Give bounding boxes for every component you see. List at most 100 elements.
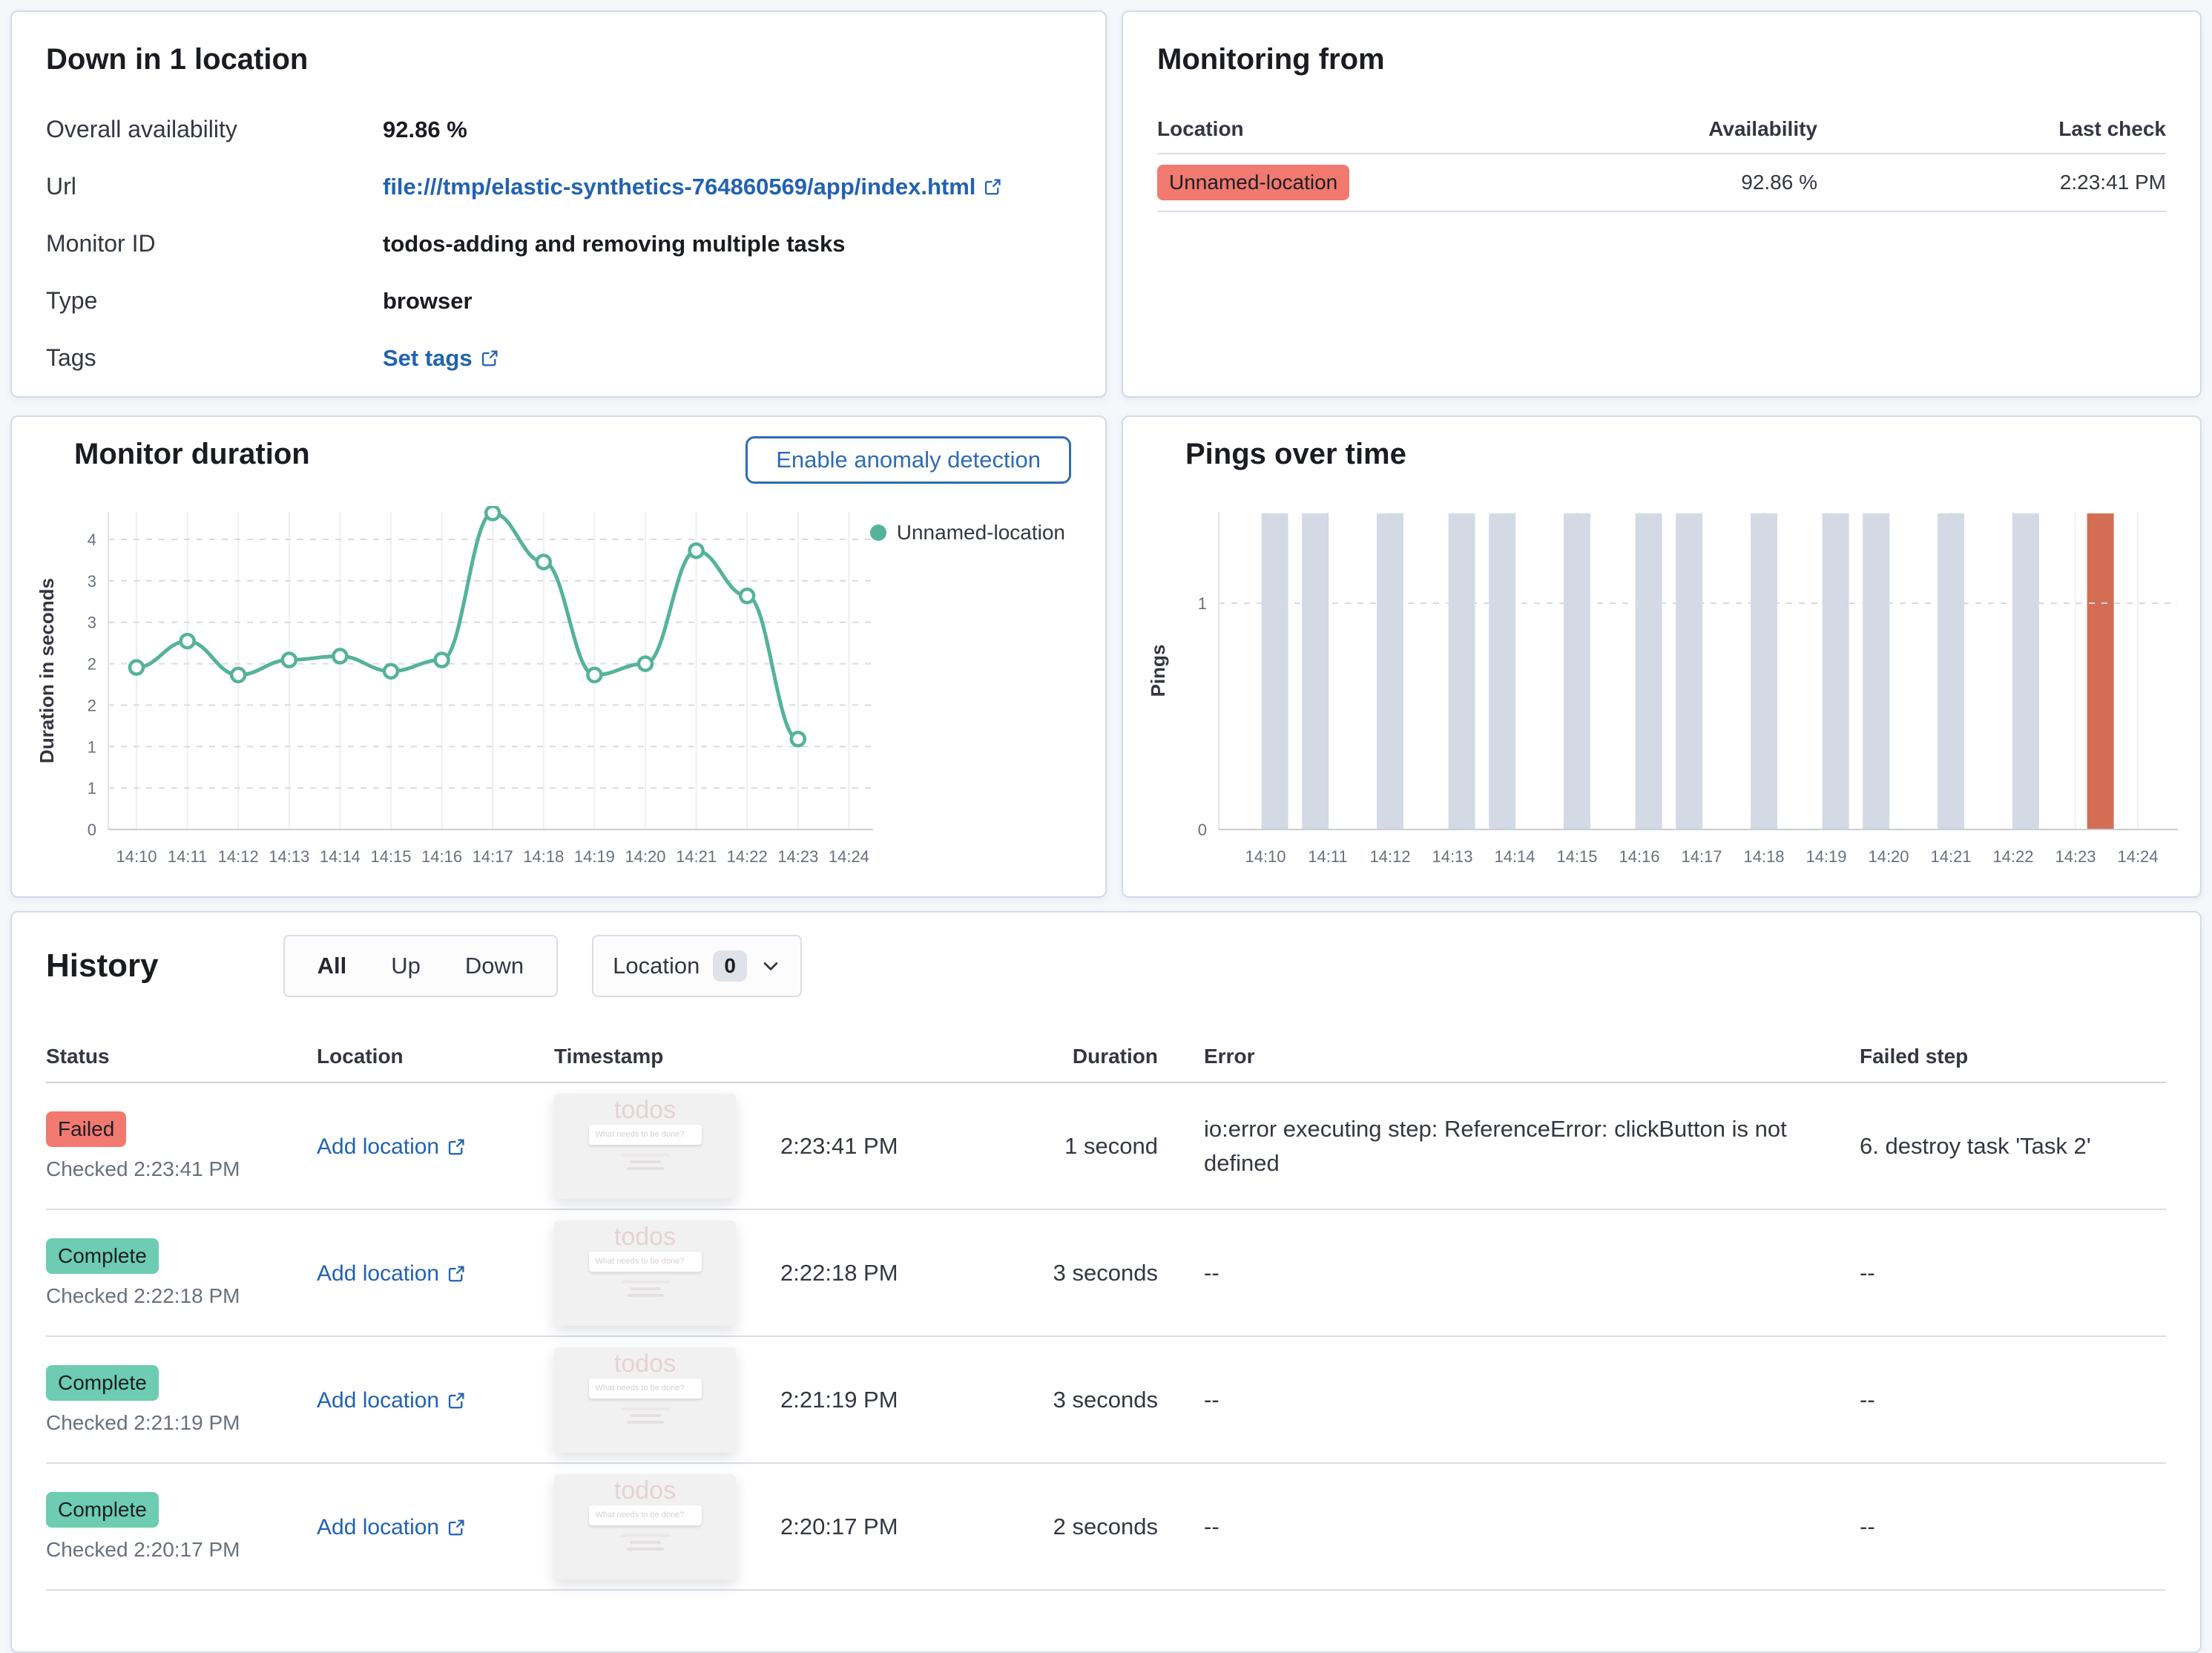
status-badge: Complete [46,1491,159,1528]
failed-step-value: -- [1860,1259,1875,1286]
svg-text:14:10: 14:10 [1245,847,1286,866]
status-filter-down[interactable]: Down [443,936,546,996]
svg-text:1: 1 [88,737,96,756]
thumbnail-text-lines [554,1407,736,1424]
status-panel: Down in 1 location Overall availability 9… [10,10,1107,398]
svg-text:14:23: 14:23 [2055,847,2096,866]
svg-text:3: 3 [88,614,96,632]
timestamp-value: 2:22:18 PM [780,1259,898,1286]
svg-text:0: 0 [88,821,96,839]
thumbnail-text-lines [554,1280,736,1297]
monitoring-table-row: Unnamed-location 92.86 % 2:23:41 PM [1157,154,2166,212]
error-value: -- [1204,1386,1219,1413]
thumbnail-app-title: todos [613,1095,677,1124]
duration-chart-legend[interactable]: Unnamed-location [869,521,1065,545]
status-filter-all[interactable]: All [295,936,369,996]
col-location: Location [317,1045,404,1068]
pings-chart-svg: 1 0 14:10 14:11 14:12 14:13 14:14 14:15 14:16 14:… [1147,512,2178,866]
detail-label: Monitor ID [46,230,156,257]
col-location: Location [1157,117,1244,140]
col-timestamp: Timestamp [554,1045,664,1068]
status-panel-title: Down in 1 location [46,43,309,76]
add-location-link[interactable]: Add location [317,1134,466,1160]
thumbnail-app-title: todos [613,1476,677,1505]
detail-label: Type [46,287,98,314]
location-filter-dropdown[interactable]: Location 0 [592,935,802,997]
svg-text:14:13: 14:13 [1432,847,1472,866]
detail-value: 92.86 % [383,116,467,142]
pings-panel-title: Pings over time [1185,438,1406,470]
svg-text:14:24: 14:24 [2117,847,2158,866]
link-text: Add location [317,1514,440,1539]
svg-text:14:11: 14:11 [1308,847,1347,866]
svg-text:14:16: 14:16 [1619,847,1659,866]
svg-text:14:18: 14:18 [1743,847,1784,866]
status-filter-up[interactable]: Up [369,936,443,996]
status-detail-row: Tags Set tags [46,344,1071,401]
svg-text:14:19: 14:19 [1806,847,1846,866]
add-location-link[interactable]: Add location [317,1515,466,1540]
external-link-icon [480,349,499,368]
svg-text:14:23: 14:23 [777,847,818,866]
detail-value: browser [383,288,473,314]
thumbnail-text-lines [554,1534,736,1551]
svg-text:14:17: 14:17 [473,847,513,866]
history-panel: History All Up Down Location 0 Status Loca… [10,911,2202,1653]
enable-anomaly-detection-button[interactable]: Enable anomaly detection [745,436,1071,484]
pings-chart: 1 0 14:10 14:11 14:12 14:13 14:14 14:15 14:16 14:… [1147,506,2188,895]
col-failed-step: Failed step [1860,1045,1969,1068]
pings-over-time-panel: Pings over time 1 0 14:10 14:11 14:12 14:13 14… [1122,415,2202,898]
svg-text:14:14: 14:14 [320,847,361,866]
status-detail-row: Monitor ID todos-adding and removing mult… [46,230,1071,287]
detail-value: todos-adding and removing multiple tasks [383,231,846,257]
history-row: Complete Checked 2:21:19 PM Add location to… [46,1337,2166,1464]
thumbnail-app-title: todos [613,1222,677,1251]
monitoring-from-panel: Monitoring from Location Availability La… [1122,10,2202,398]
link-text: Add location [317,1134,440,1159]
detail-label: Url [46,173,76,200]
duration-value: 3 seconds [1053,1259,1158,1286]
svg-text:14:12: 14:12 [1369,847,1410,866]
history-row: Failed Checked 2:23:41 PM Add location todo… [46,1083,2166,1210]
svg-text:14:12: 14:12 [218,847,259,866]
thumbnail-input-preview: What needs to be done? [588,1124,702,1145]
history-row: Complete Checked 2:22:18 PM Add location to… [46,1210,2166,1337]
thumbnail-text-lines [554,1153,736,1170]
error-value: -- [1204,1259,1219,1286]
svg-text:14:14: 14:14 [1494,847,1535,866]
svg-text:Pings: Pings [1150,645,1169,697]
link-text: file:///tmp/elastic-synthetics-764860569… [383,174,976,200]
external-link-icon [983,177,1002,197]
monitor-url-link[interactable]: file:///tmp/elastic-synthetics-764860569… [383,174,1002,200]
step-screenshot-thumbnail[interactable]: todos What needs to be done? [554,1473,736,1580]
legend-label: Unnamed-location [896,521,1065,544]
svg-text:14:20: 14:20 [1868,847,1909,866]
location-filter-label: Location [613,953,700,979]
svg-text:4: 4 [88,530,96,549]
svg-text:2: 2 [88,655,96,674]
error-value: -- [1204,1513,1219,1539]
svg-text:14:22: 14:22 [727,847,768,866]
failed-step-value: 6. destroy task 'Task 2' [1860,1132,2091,1159]
add-location-link[interactable]: Add location [317,1388,466,1413]
checked-timestamp: Checked 2:21:19 PM [46,1410,240,1434]
status-filter-group: All Up Down [283,935,559,997]
svg-text:1: 1 [88,779,96,798]
history-table-body: Failed Checked 2:23:41 PM Add location todo… [46,1083,2166,1591]
svg-text:14:16: 14:16 [421,847,462,866]
step-screenshot-thumbnail[interactable]: todos What needs to be done? [554,1093,736,1199]
step-screenshot-thumbnail[interactable]: todos What needs to be done? [554,1347,736,1453]
set-tags-link[interactable]: Set tags [383,345,499,372]
svg-text:0: 0 [1198,821,1207,839]
step-screenshot-thumbnail[interactable]: todos What needs to be done? [554,1220,736,1326]
history-title: History [46,947,159,984]
monitoring-panel-title: Monitoring from [1157,43,1385,76]
chevron-down-icon [763,962,778,970]
svg-text:1: 1 [1198,594,1207,613]
failed-step-value: -- [1860,1386,1875,1413]
col-last-check: Last check [2058,117,2166,140]
svg-text:14:21: 14:21 [676,847,717,866]
external-link-icon [447,1518,466,1537]
add-location-link[interactable]: Add location [317,1261,466,1286]
col-error: Error [1204,1045,1255,1068]
